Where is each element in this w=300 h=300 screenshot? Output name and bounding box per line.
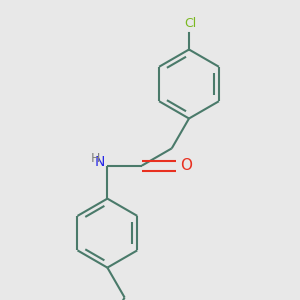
Text: Cl: Cl [184,17,196,30]
Text: O: O [180,158,192,173]
Text: N: N [94,155,105,169]
Text: H: H [91,152,100,165]
